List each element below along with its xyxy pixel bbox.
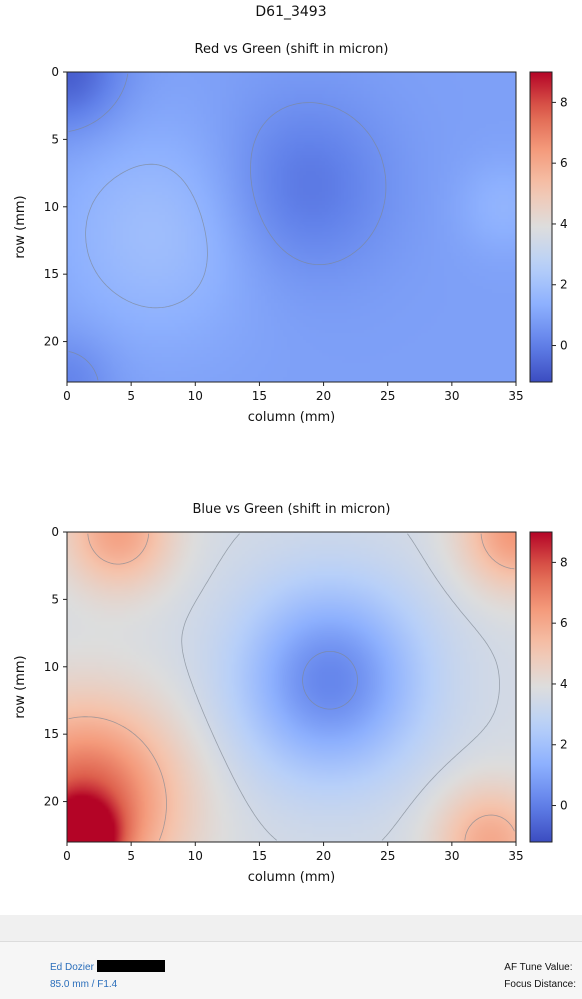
x-tick-label: 5 — [127, 849, 135, 863]
contour-line — [181, 533, 500, 841]
heatmap-image — [67, 532, 516, 842]
x-tick-label: 0 — [63, 849, 71, 863]
x-tick-label: 25 — [380, 849, 395, 863]
contour-line — [68, 533, 515, 841]
colorbar-tick-label: 4 — [560, 217, 568, 231]
footer: Ed Dozier 85.0 mm / F1.4 AF Tune Value: … — [0, 942, 582, 999]
plot-frame — [66, 71, 517, 383]
colorbar-tick-label: 2 — [560, 278, 568, 292]
contour-line — [68, 73, 387, 381]
plot-frame — [66, 531, 517, 843]
y-axis-label: row (mm) — [13, 655, 28, 718]
colorbar — [529, 531, 553, 843]
x-tick-label: 20 — [316, 849, 331, 863]
colorbar-tick-label: 8 — [560, 95, 568, 109]
chart-title: Red vs Green (shift in micron) — [195, 42, 389, 57]
x-axis-label: column (mm) — [248, 410, 335, 425]
y-tick-label: 15 — [44, 267, 59, 281]
x-tick-label: 15 — [252, 849, 267, 863]
af-tune-label: AF Tune Value: — [504, 962, 573, 973]
chart-red-vs-green: Red vs Green (shift in micron)0 5 10 15 20 25… — [13, 42, 568, 425]
colorbar-tick-label: 6 — [560, 616, 568, 630]
focus-distance-label: Focus Distance: — [504, 979, 576, 990]
colorbar-tick-label: 4 — [560, 677, 568, 691]
x-tick-label: 20 — [316, 389, 331, 403]
contour-line — [85, 163, 208, 309]
author-name: Ed Dozier — [50, 962, 94, 973]
y-tick-label: 5 — [51, 132, 59, 146]
x-axis-label: column (mm) — [248, 870, 335, 885]
chart-title: Blue vs Green (shift in micron) — [192, 502, 390, 517]
colorbar-tick-label: 6 — [560, 156, 568, 170]
x-tick-label: 10 — [188, 849, 203, 863]
x-tick-label: 35 — [508, 389, 523, 403]
colorbar — [529, 71, 553, 383]
y-tick-label: 0 — [51, 525, 59, 539]
colorbar-tick-label: 0 — [560, 339, 568, 353]
y-tick-label: 5 — [51, 592, 59, 606]
x-tick-label: 15 — [252, 389, 267, 403]
x-tick-label: 0 — [63, 389, 71, 403]
contour-line — [302, 651, 358, 710]
colorbar-tick-label: 8 — [560, 555, 568, 569]
y-tick-label: 10 — [44, 200, 59, 214]
heatmap-image — [67, 72, 516, 382]
x-tick-label: 5 — [127, 389, 135, 403]
y-tick-label: 20 — [44, 335, 59, 349]
footer-separator — [0, 915, 582, 942]
x-tick-label: 35 — [508, 849, 523, 863]
x-tick-label: 30 — [444, 389, 459, 403]
redaction-bar — [96, 960, 165, 972]
y-tick-label: 0 — [51, 65, 59, 79]
colorbar-tick-label: 2 — [560, 738, 568, 752]
y-tick-label: 15 — [44, 727, 59, 741]
colorbar-tick-label: 0 — [560, 799, 568, 813]
x-tick-label: 30 — [444, 849, 459, 863]
chart-blue-vs-green: Blue vs Green (shift in micron)0 5 10 15 20 2… — [13, 502, 568, 885]
lens-info: 85.0 mm / F1.4 — [50, 979, 118, 990]
x-tick-label: 25 — [380, 389, 395, 403]
page-title: D61_3493 — [255, 4, 327, 20]
y-tick-label: 20 — [44, 795, 59, 809]
y-tick-label: 10 — [44, 660, 59, 674]
y-axis-label: row (mm) — [13, 195, 28, 258]
x-tick-label: 10 — [188, 389, 203, 403]
